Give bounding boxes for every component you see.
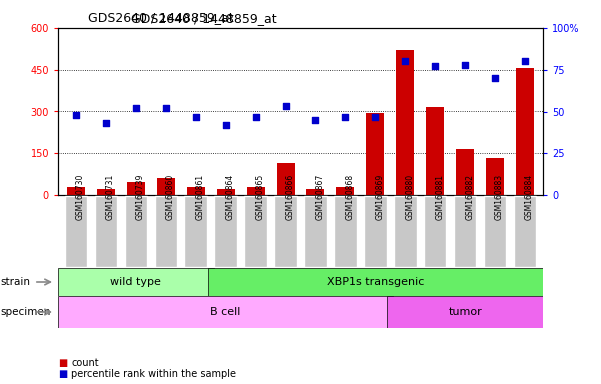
Point: [371, 113, 380, 119]
Text: wild type: wild type: [111, 277, 161, 287]
Text: GSM160739: GSM160739: [136, 174, 145, 220]
Bar: [456, 149, 474, 195]
Text: strain: strain: [1, 277, 31, 287]
Text: GSM160866: GSM160866: [285, 174, 294, 220]
Bar: [217, 189, 234, 195]
FancyBboxPatch shape: [65, 197, 87, 266]
Point: [71, 112, 81, 118]
Text: GSM160882: GSM160882: [465, 174, 474, 220]
Bar: [276, 163, 294, 195]
Point: [460, 62, 470, 68]
Text: ■: ■: [58, 358, 67, 368]
Text: GDS2640 / 1448859_at: GDS2640 / 1448859_at: [131, 12, 276, 25]
Point: [400, 58, 410, 65]
FancyBboxPatch shape: [274, 197, 297, 266]
Bar: [396, 50, 414, 195]
Bar: [426, 107, 444, 195]
Point: [131, 105, 141, 111]
FancyBboxPatch shape: [95, 197, 117, 266]
Bar: [58, 296, 393, 328]
Bar: [337, 187, 355, 195]
Text: GSM160860: GSM160860: [166, 174, 175, 220]
Text: ■: ■: [58, 369, 67, 379]
Bar: [307, 189, 325, 195]
Point: [311, 117, 320, 123]
Bar: [208, 268, 543, 296]
Bar: [387, 296, 543, 328]
Text: GSM160865: GSM160865: [255, 174, 264, 220]
Point: [281, 103, 290, 109]
FancyBboxPatch shape: [364, 197, 386, 266]
FancyBboxPatch shape: [124, 197, 147, 266]
FancyBboxPatch shape: [334, 197, 356, 266]
Bar: [516, 68, 534, 195]
Point: [191, 113, 201, 119]
FancyBboxPatch shape: [245, 197, 267, 266]
Text: specimen: specimen: [1, 307, 51, 317]
Text: GSM160880: GSM160880: [405, 174, 414, 220]
Text: GSM160861: GSM160861: [196, 174, 205, 220]
FancyBboxPatch shape: [215, 197, 237, 266]
Text: count: count: [72, 358, 99, 368]
Bar: [67, 187, 85, 195]
FancyBboxPatch shape: [154, 197, 177, 266]
Point: [161, 105, 171, 111]
Text: tumor: tumor: [448, 307, 482, 317]
Text: GDS2640 / 1448859_at: GDS2640 / 1448859_at: [88, 11, 234, 24]
Point: [101, 120, 111, 126]
Point: [490, 75, 500, 81]
Text: GSM160730: GSM160730: [76, 174, 85, 220]
FancyBboxPatch shape: [484, 197, 506, 266]
FancyBboxPatch shape: [394, 197, 416, 266]
Text: GSM160884: GSM160884: [525, 174, 534, 220]
FancyBboxPatch shape: [185, 197, 207, 266]
Bar: [127, 182, 145, 195]
Bar: [157, 178, 175, 195]
Text: B cell: B cell: [210, 307, 241, 317]
Point: [520, 58, 530, 65]
Bar: [58, 268, 214, 296]
Bar: [367, 113, 384, 195]
Text: GSM160868: GSM160868: [346, 174, 355, 220]
Text: GSM160883: GSM160883: [495, 174, 504, 220]
Point: [341, 113, 350, 119]
FancyBboxPatch shape: [514, 197, 536, 266]
FancyBboxPatch shape: [424, 197, 447, 266]
Point: [221, 122, 230, 128]
Bar: [486, 158, 504, 195]
Text: XBP1s transgenic: XBP1s transgenic: [327, 277, 424, 287]
Point: [430, 63, 440, 70]
FancyBboxPatch shape: [304, 197, 327, 266]
Bar: [246, 187, 264, 195]
Text: percentile rank within the sample: percentile rank within the sample: [72, 369, 236, 379]
Bar: [187, 187, 205, 195]
Point: [251, 113, 260, 119]
Text: GSM160864: GSM160864: [225, 174, 234, 220]
Text: GSM160867: GSM160867: [316, 174, 325, 220]
Bar: [97, 189, 115, 195]
FancyBboxPatch shape: [454, 197, 477, 266]
Text: GSM160869: GSM160869: [376, 174, 385, 220]
Text: GSM160881: GSM160881: [435, 174, 444, 220]
Text: GSM160731: GSM160731: [106, 174, 115, 220]
